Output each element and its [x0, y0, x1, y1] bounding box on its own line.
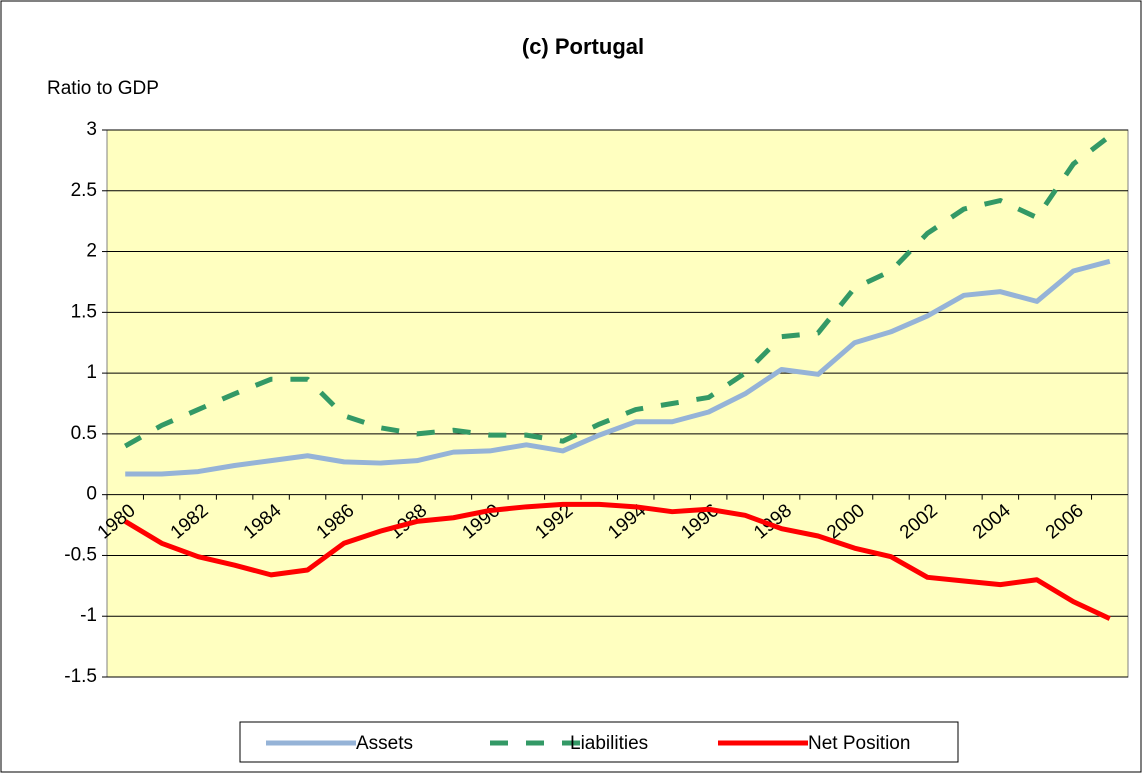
y-tick-label: -1 — [80, 605, 97, 626]
series-line — [123, 501, 1111, 621]
plot-area — [106, 129, 1129, 678]
y-tick-label: 0.5 — [71, 423, 97, 444]
y-tick-label: 0 — [86, 484, 97, 505]
legend-label: Assets — [356, 733, 413, 754]
y-tick-label: 2 — [86, 241, 97, 262]
y-tick-label: 1 — [86, 362, 97, 383]
legend-label: Liabilities — [570, 733, 648, 754]
y-tick-label: 3 — [86, 119, 97, 140]
y-tick-label: 1.5 — [71, 301, 97, 322]
legend — [239, 721, 959, 763]
legend-label: Net Position — [808, 733, 910, 754]
y-tick-label: 2.5 — [71, 180, 97, 201]
series-line — [125, 258, 1111, 477]
y-axis-label: Ratio to GDP — [47, 78, 159, 99]
chart-title: (c) Portugal — [522, 34, 644, 59]
y-tick-label: -1.5 — [64, 666, 97, 687]
y-tick-label: -0.5 — [64, 544, 97, 565]
